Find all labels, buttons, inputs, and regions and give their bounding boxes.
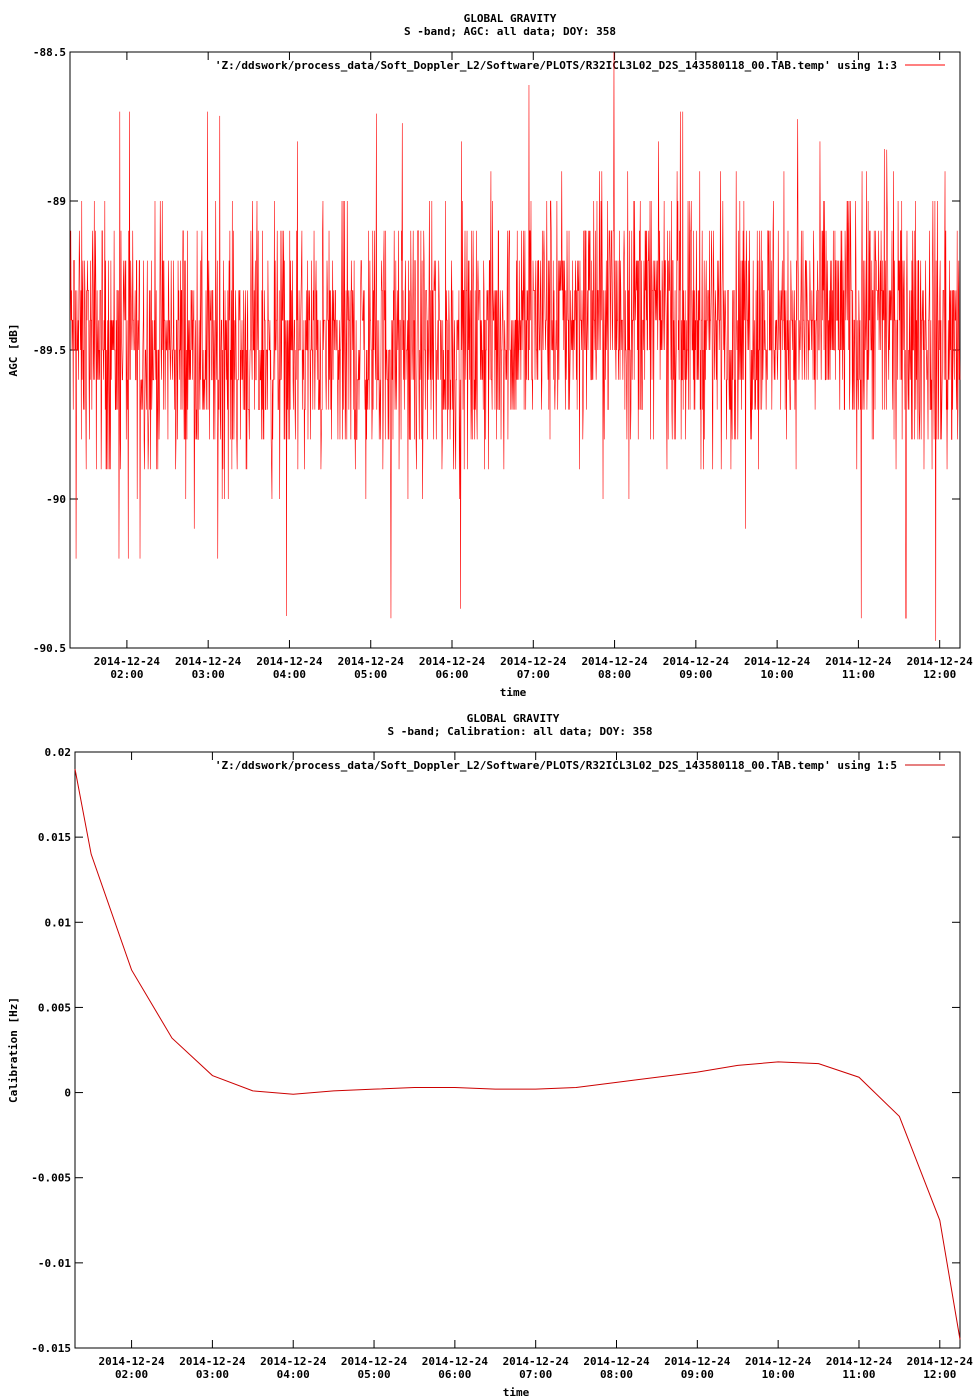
y-tick-label: 0.01 bbox=[45, 916, 72, 929]
x-tick-label: 08:00 bbox=[598, 668, 631, 681]
x-tick-label: 10:00 bbox=[761, 668, 794, 681]
x-tick-label: 2014-12-24 bbox=[338, 655, 405, 668]
x-tick-label: 2014-12-24 bbox=[422, 1355, 489, 1368]
x-tick-label: 2014-12-24 bbox=[179, 1355, 246, 1368]
x-tick-label: 2014-12-24 bbox=[503, 1355, 570, 1368]
legend-label: 'Z:/ddswork/process_data/Soft_Doppler_L2… bbox=[215, 759, 897, 772]
x-tick-label: 2014-12-24 bbox=[419, 655, 486, 668]
x-tick-label: 2014-12-24 bbox=[500, 655, 567, 668]
chart-title: GLOBAL GRAVITY bbox=[467, 712, 560, 725]
x-tick-label: 2014-12-24 bbox=[907, 655, 974, 668]
x-tick-label: 04:00 bbox=[277, 1368, 310, 1381]
x-axis-label: time bbox=[503, 1386, 530, 1399]
x-tick-label: 11:00 bbox=[842, 668, 875, 681]
y-tick-label: -90.5 bbox=[33, 642, 66, 655]
x-tick-label: 2014-12-24 bbox=[745, 1355, 812, 1368]
x-tick-label: 10:00 bbox=[762, 1368, 795, 1381]
x-tick-label: 2014-12-24 bbox=[341, 1355, 408, 1368]
x-axis-label: time bbox=[500, 686, 527, 699]
y-tick-label: -89 bbox=[46, 195, 66, 208]
y-tick-label: 0.02 bbox=[45, 746, 72, 759]
x-tick-label: 07:00 bbox=[519, 1368, 552, 1381]
x-tick-label: 03:00 bbox=[192, 668, 225, 681]
x-tick-label: 2014-12-24 bbox=[744, 655, 811, 668]
chart-subtitle: S -band; AGC: all data; DOY: 358 bbox=[404, 25, 616, 38]
x-tick-label: 2014-12-24 bbox=[825, 655, 892, 668]
x-tick-label: 2014-12-24 bbox=[663, 655, 730, 668]
calibration-chart: GLOBAL GRAVITY S -band; Calibration: all… bbox=[7, 712, 973, 1399]
y-axis-label: Calibration [Hz] bbox=[7, 997, 20, 1103]
chart-title: GLOBAL GRAVITY bbox=[464, 12, 557, 25]
x-tick-label: 07:00 bbox=[517, 668, 550, 681]
y-tick-label: 0.015 bbox=[38, 831, 71, 844]
x-tick-label: 2014-12-24 bbox=[260, 1355, 327, 1368]
y-tick-label: -0.015 bbox=[31, 1342, 71, 1355]
legend-label: 'Z:/ddswork/process_data/Soft_Doppler_L2… bbox=[215, 59, 897, 72]
x-tick-label: 06:00 bbox=[438, 1368, 471, 1381]
x-tick-label: 2014-12-24 bbox=[581, 655, 648, 668]
x-tick-label: 05:00 bbox=[354, 668, 387, 681]
x-tick-label: 04:00 bbox=[273, 668, 306, 681]
plot-frame bbox=[74, 751, 961, 1349]
y-tick-label: -0.005 bbox=[31, 1172, 71, 1185]
x-tick-label: 2014-12-24 bbox=[583, 1355, 650, 1368]
x-tick-label: 2014-12-24 bbox=[907, 1355, 974, 1368]
x-tick-label: 11:00 bbox=[842, 1368, 875, 1381]
x-tick-label: 03:00 bbox=[196, 1368, 229, 1381]
x-tick-label: 2014-12-24 bbox=[175, 655, 242, 668]
y-tick-label: -0.01 bbox=[38, 1257, 71, 1270]
x-tick-label: 06:00 bbox=[435, 668, 468, 681]
x-tick-label: 09:00 bbox=[681, 1368, 714, 1381]
x-tick-label: 2014-12-24 bbox=[664, 1355, 731, 1368]
chart-subtitle: S -band; Calibration: all data; DOY: 358 bbox=[388, 725, 653, 738]
agc-chart: GLOBAL GRAVITY S -band; AGC: all data; D… bbox=[7, 12, 973, 699]
y-tick-label: -89.5 bbox=[33, 344, 66, 357]
x-tick-label: 02:00 bbox=[115, 1368, 148, 1381]
x-tick-label: 08:00 bbox=[600, 1368, 633, 1381]
x-tick-label: 09:00 bbox=[679, 668, 712, 681]
x-tick-label: 02:00 bbox=[110, 668, 143, 681]
y-tick-label: 0.005 bbox=[38, 1001, 71, 1014]
x-tick-label: 2014-12-24 bbox=[98, 1355, 165, 1368]
y-axis-label: AGC [dB] bbox=[7, 324, 20, 377]
x-tick-label: 12:00 bbox=[923, 1368, 956, 1381]
x-tick-label: 2014-12-24 bbox=[256, 655, 323, 668]
agc-series-line bbox=[70, 52, 961, 641]
y-tick-label: -88.5 bbox=[33, 46, 66, 59]
y-tick-label: -90 bbox=[46, 493, 66, 506]
x-tick-label: 2014-12-24 bbox=[826, 1355, 893, 1368]
y-tick-label: 0 bbox=[64, 1087, 71, 1100]
x-tick-label: 05:00 bbox=[357, 1368, 390, 1381]
x-tick-label: 12:00 bbox=[923, 668, 956, 681]
calibration-series-line bbox=[74, 768, 961, 1340]
x-tick-label: 2014-12-24 bbox=[94, 655, 161, 668]
